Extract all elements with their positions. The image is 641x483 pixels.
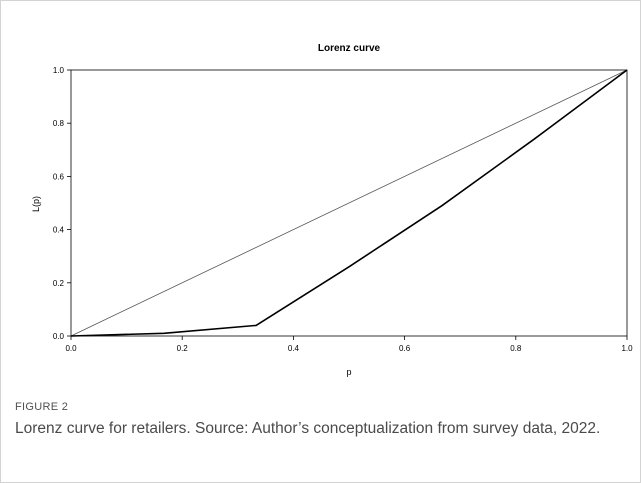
y-axis-label: L(p) bbox=[31, 196, 41, 212]
lorenz-chart: Lorenz curve 0.0 0.2 0.4 0.6 0.8 1.0 0.0 0.2 0.4… bbox=[31, 43, 633, 377]
figure-caption: Lorenz curve for retailers. Source: Auth… bbox=[15, 420, 601, 437]
x-tick-label: 0.6 bbox=[399, 344, 411, 353]
x-tick-label: 0.8 bbox=[510, 344, 522, 353]
y-tick-label: 0.0 bbox=[53, 332, 65, 341]
x-axis-label: p bbox=[346, 367, 351, 377]
plot-frame bbox=[70, 69, 628, 337]
x-tick-label: 0.0 bbox=[65, 344, 77, 353]
lorenz-curve-line bbox=[70, 69, 628, 337]
y-tick-label: 0.4 bbox=[53, 226, 65, 235]
y-tick-label: 1.0 bbox=[53, 66, 65, 75]
y-tick-label: 0.8 bbox=[53, 119, 65, 128]
y-tick-label: 0.6 bbox=[53, 172, 65, 181]
x-tick-label: 0.2 bbox=[177, 344, 189, 353]
figure-label: FIGURE 2 bbox=[15, 401, 69, 413]
x-tick-label: 1.0 bbox=[621, 344, 633, 353]
chart-area: Lorenz curve 0.0 0.2 0.4 0.6 0.8 1.0 0.0 0.2 0.4… bbox=[1, 1, 641, 381]
x-tick-label: 0.4 bbox=[288, 344, 300, 353]
equality-line bbox=[70, 69, 628, 337]
chart-title: Lorenz curve bbox=[318, 43, 381, 54]
y-tick-label: 0.2 bbox=[53, 279, 65, 288]
